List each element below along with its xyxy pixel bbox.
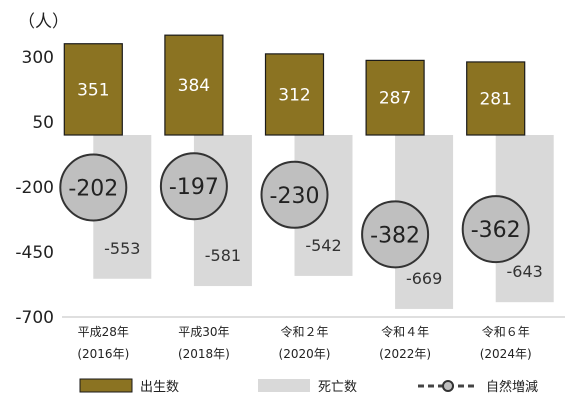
net-change-marker xyxy=(361,200,430,269)
net-change-value-label: -382 xyxy=(370,223,420,248)
y-tick-label: -700 xyxy=(15,308,54,328)
death-value-label: -542 xyxy=(305,236,341,255)
birth-bar xyxy=(164,34,224,136)
birth-value-label: 312 xyxy=(278,85,310,105)
net-change-value-label: -362 xyxy=(471,218,521,243)
death-value-label: -643 xyxy=(507,262,543,281)
legend-label-deaths: 死亡数 xyxy=(318,380,357,395)
x-tick-label-era: 平成28年 xyxy=(78,325,129,339)
death-value-label: -581 xyxy=(205,246,241,265)
y-tick-label: -450 xyxy=(15,243,54,263)
x-tick-label-era: 平成30年 xyxy=(178,325,229,339)
legend-swatch-deaths xyxy=(258,379,310,392)
net-change-value-label: -230 xyxy=(270,184,320,209)
legend-label-births: 出生数 xyxy=(140,380,179,395)
death-value-label: -553 xyxy=(104,239,140,258)
x-tick-label-era: 令和４年 xyxy=(381,324,429,339)
birth-bar xyxy=(63,43,123,136)
death-value-label: -669 xyxy=(406,269,442,288)
y-tick-label: 50 xyxy=(32,113,54,133)
birth-bar xyxy=(264,53,325,136)
legend-swatch-births xyxy=(79,378,133,393)
net-change-marker xyxy=(461,195,530,264)
net-change-marker xyxy=(260,160,329,229)
x-tick-label-year: (2022年) xyxy=(379,347,431,361)
birth-bar xyxy=(466,61,526,136)
x-tick-label-year: (2016年) xyxy=(77,347,129,361)
x-tick-label-year: (2018年) xyxy=(178,347,230,361)
birth-value-label: 287 xyxy=(379,89,411,109)
net-change-marker xyxy=(159,152,228,221)
net-change-value-label: -197 xyxy=(169,175,219,200)
birth-bar xyxy=(365,59,425,136)
x-tick-label-year: (2024年) xyxy=(480,347,532,361)
birth-value-label: 384 xyxy=(178,76,210,96)
birth-value-label: 351 xyxy=(77,80,109,100)
y-axis-unit-label: （人） xyxy=(18,12,69,32)
legend-swatch-net-marker xyxy=(442,380,454,392)
x-tick-label-year: (2020年) xyxy=(279,347,331,361)
y-tick-label: 300 xyxy=(22,48,54,68)
legend-label-net: 自然増減 xyxy=(486,379,538,395)
y-tick-label: -200 xyxy=(15,178,54,198)
net-change-value-label: -202 xyxy=(68,177,118,202)
birth-value-label: 281 xyxy=(479,89,511,109)
x-tick-label-era: 令和２年 xyxy=(280,324,328,339)
x-tick-label-era: 令和６年 xyxy=(482,324,530,339)
net-change-marker xyxy=(59,153,128,222)
